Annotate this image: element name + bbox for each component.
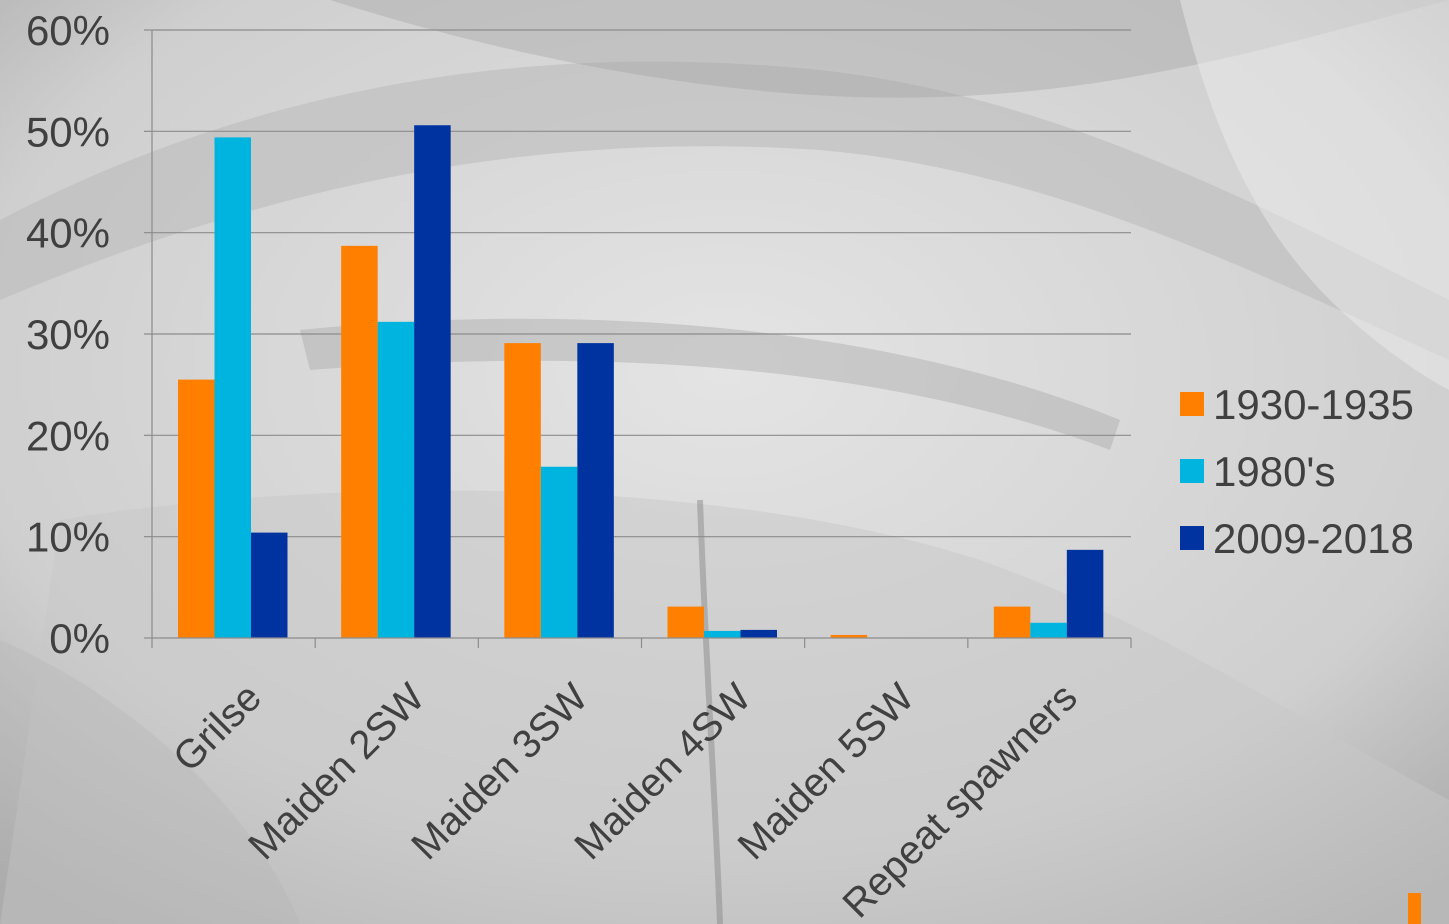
bar	[1030, 623, 1067, 638]
legend: 1930-1935 1980's 2009-2018	[1180, 381, 1414, 562]
bar	[994, 607, 1030, 638]
y-tick-label: 20%	[26, 412, 110, 459]
bar	[741, 630, 778, 638]
y-tick-label: 60%	[26, 7, 110, 54]
bar	[341, 246, 378, 638]
legend-label: 1930-1935	[1213, 381, 1414, 428]
x-category-label: Grilse	[165, 675, 270, 780]
legend-swatch	[1180, 392, 1204, 416]
bar	[414, 125, 451, 638]
bar	[704, 631, 741, 638]
legend-label: 1980's	[1213, 448, 1335, 495]
bar	[668, 607, 705, 638]
bar	[504, 343, 541, 638]
bar	[215, 137, 252, 638]
bar	[541, 467, 578, 638]
bars	[178, 125, 1103, 638]
y-tick-label: 50%	[26, 108, 110, 155]
y-tick-label: 40%	[26, 210, 110, 257]
y-tick-label: 10%	[26, 514, 110, 561]
gridlines	[152, 30, 1131, 537]
y-tick-label: 30%	[26, 311, 110, 358]
y-tick-label: 0%	[49, 615, 110, 662]
bar	[178, 380, 215, 638]
bar	[1067, 550, 1104, 638]
legend-label: 2009-2018	[1213, 515, 1414, 562]
bar	[378, 322, 415, 638]
bar	[577, 343, 614, 638]
bar	[251, 533, 288, 638]
legend-swatch	[1180, 526, 1204, 550]
legend-swatch	[1180, 459, 1204, 483]
